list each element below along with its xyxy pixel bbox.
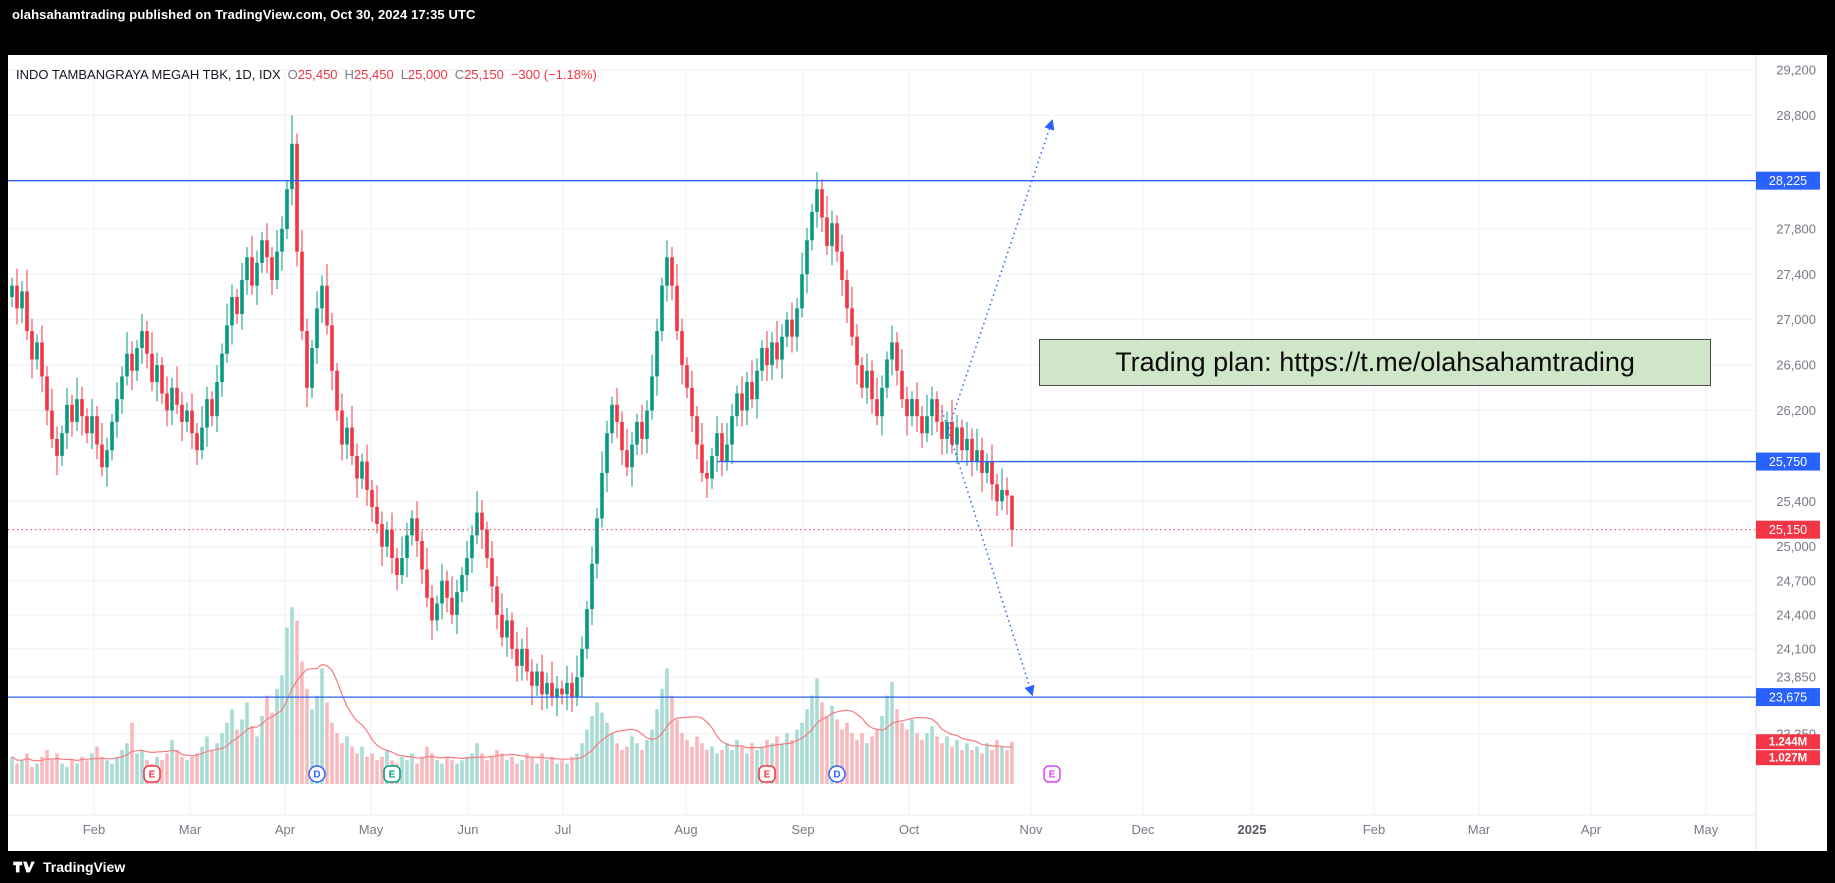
svg-text:27,800: 27,800 (1776, 221, 1816, 236)
svg-text:Feb: Feb (83, 822, 105, 837)
svg-text:23,850: 23,850 (1776, 670, 1816, 685)
svg-text:1.027M: 1.027M (1769, 753, 1807, 765)
svg-text:D: D (313, 770, 320, 781)
svg-text:1.244M: 1.244M (1769, 737, 1807, 749)
svg-text:Mar: Mar (179, 822, 202, 837)
high-value: 25,450 (353, 67, 394, 82)
publish-info-bar: olahsahamtrading published on TradingVie… (0, 0, 1835, 29)
svg-text:28,225: 28,225 (1769, 174, 1807, 188)
svg-text:E: E (1049, 770, 1056, 781)
svg-text:Dec: Dec (1131, 822, 1155, 837)
svg-text:E: E (149, 770, 156, 781)
close-label: C (454, 67, 465, 82)
tradingview-logo-icon[interactable] (12, 858, 36, 876)
open-value: 25,450 (297, 67, 338, 82)
svg-text:Mar: Mar (1468, 822, 1491, 837)
svg-text:Jul: Jul (555, 822, 572, 837)
trading-plan-annotation[interactable]: Trading plan: https://t.me/olahsahamtrad… (1039, 339, 1711, 386)
svg-text:Apr: Apr (1581, 822, 1602, 837)
chart-panel: Feb Mar Apr May Jun Jul Aug Sep Oct Nov Dec 2025 Feb… (8, 55, 1827, 851)
svg-text:May: May (1694, 822, 1719, 837)
svg-text:25,400: 25,400 (1776, 494, 1816, 509)
trading-plan-text: Trading plan: https://t.me/olahsahamtrad… (1115, 347, 1635, 377)
tradingview-footer: TradingView (0, 851, 1835, 883)
svg-text:25,750: 25,750 (1769, 455, 1807, 469)
close-value: 25,150 (464, 67, 504, 82)
change-value: −300 (−1.18%) (510, 67, 597, 82)
symbol-legend: INDO TAMBANGRAYA MEGAH TBK, 1D, IDX O25,4… (16, 67, 597, 82)
svg-text:2025: 2025 (1238, 822, 1267, 837)
svg-text:Aug: Aug (674, 822, 697, 837)
low-value: 25,000 (407, 67, 448, 82)
svg-text:27,000: 27,000 (1776, 312, 1816, 327)
svg-text:27,400: 27,400 (1776, 267, 1816, 282)
svg-text:E: E (389, 770, 396, 781)
svg-text:26,600: 26,600 (1776, 358, 1816, 373)
open-label: O (287, 67, 298, 82)
svg-text:E: E (764, 770, 771, 781)
svg-text:D: D (833, 770, 840, 781)
svg-text:Oct: Oct (899, 822, 920, 837)
svg-text:28,800: 28,800 (1776, 108, 1816, 123)
low-label: L (400, 67, 408, 82)
symbol-title[interactable]: INDO TAMBANGRAYA MEGAH TBK, 1D, IDX (16, 67, 281, 82)
svg-text:25,150: 25,150 (1769, 523, 1807, 537)
candlestick-chart[interactable]: Feb Mar Apr May Jun Jul Aug Sep Oct Nov Dec 2025 Feb… (8, 55, 1827, 851)
svg-text:24,100: 24,100 (1776, 641, 1816, 656)
svg-text:23,675: 23,675 (1769, 691, 1807, 705)
high-label: H (344, 67, 354, 82)
svg-text:25,000: 25,000 (1776, 539, 1816, 554)
publish-info-text: olahsahamtrading published on TradingVie… (12, 7, 476, 22)
svg-text:26,200: 26,200 (1776, 403, 1816, 418)
svg-text:29,200: 29,200 (1776, 63, 1816, 78)
svg-text:Apr: Apr (275, 822, 296, 837)
svg-text:24,700: 24,700 (1776, 573, 1816, 588)
svg-text:May: May (359, 822, 384, 837)
svg-text:Sep: Sep (791, 822, 814, 837)
tradingview-wordmark[interactable]: TradingView (43, 859, 126, 875)
svg-text:24,400: 24,400 (1776, 607, 1816, 622)
svg-text:Feb: Feb (1363, 822, 1385, 837)
svg-text:Jun: Jun (458, 822, 479, 837)
svg-text:Nov: Nov (1019, 822, 1043, 837)
